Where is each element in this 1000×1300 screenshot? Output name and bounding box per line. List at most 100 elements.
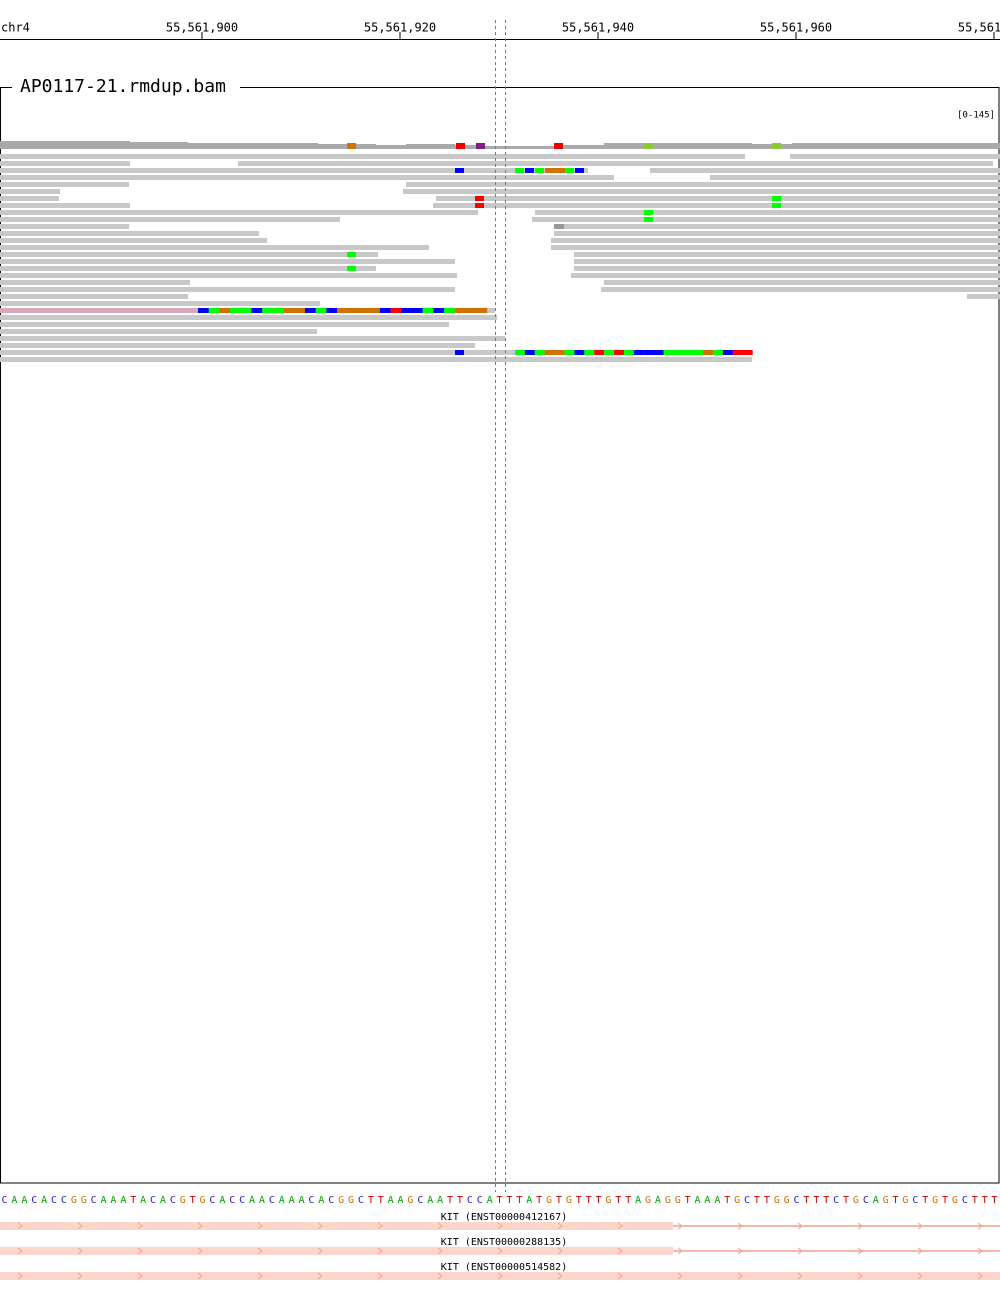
reference-base: T <box>497 1195 503 1206</box>
track-panel <box>0 87 1000 1184</box>
reference-base: C <box>962 1195 968 1206</box>
strand-arrow <box>17 1247 23 1255</box>
track-title-bg <box>12 76 240 98</box>
read <box>0 182 129 187</box>
reference-base: T <box>764 1195 770 1206</box>
read-mismatch <box>230 308 242 313</box>
read-mismatch <box>358 308 370 313</box>
reference-base: A <box>160 1195 166 1206</box>
read <box>0 203 130 208</box>
ruler-tick-label: 55,561,940 <box>562 21 634 35</box>
read <box>0 280 190 285</box>
strand-arrow <box>797 1222 803 1230</box>
read <box>650 168 1000 173</box>
read <box>0 266 376 271</box>
reference-base: A <box>279 1195 285 1206</box>
read-mismatch <box>208 308 220 313</box>
reference-base: T <box>506 1195 512 1206</box>
reference-base: G <box>605 1195 611 1206</box>
read-mismatch <box>476 308 488 313</box>
strand-arrow <box>497 1222 503 1230</box>
ruler-tick-label: 55,561,900 <box>166 21 238 35</box>
reference-base: T <box>685 1195 691 1206</box>
strand-arrow <box>917 1272 923 1280</box>
read <box>601 287 1000 292</box>
reference-base: C <box>2 1195 8 1206</box>
strand-arrow <box>917 1247 923 1255</box>
reference-base: A <box>41 1195 47 1206</box>
read <box>0 245 429 250</box>
read-mismatch <box>251 308 263 313</box>
reference-base: A <box>259 1195 265 1206</box>
reference-base: C <box>358 1195 364 1206</box>
read-mismatch <box>515 168 524 173</box>
reference-base: C <box>863 1195 869 1206</box>
strand-arrow <box>437 1222 443 1230</box>
reference-base: T <box>942 1195 948 1206</box>
read <box>403 189 1000 194</box>
read-mismatch <box>633 350 644 355</box>
reference-base: A <box>318 1195 324 1206</box>
ruler-tick-label: 55,561,980 <box>958 21 1000 35</box>
reference-base: C <box>912 1195 918 1206</box>
strand-arrow <box>17 1222 23 1230</box>
chromosome-label: chr4 <box>1 21 30 35</box>
read-mismatch <box>475 203 484 208</box>
read-mismatch <box>544 350 555 355</box>
reference-base: G <box>883 1195 889 1206</box>
read-mismatch <box>644 217 653 222</box>
reference-base: A <box>120 1195 126 1206</box>
strand-arrow <box>977 1247 983 1255</box>
strand-arrow <box>377 1272 383 1280</box>
coverage <box>455 145 485 149</box>
strand-arrow <box>137 1222 143 1230</box>
read <box>0 315 497 320</box>
reference-base: C <box>417 1195 423 1206</box>
read <box>0 168 588 173</box>
reference-base: A <box>219 1195 225 1206</box>
strand-arrow <box>977 1272 983 1280</box>
reference-base: T <box>378 1195 384 1206</box>
reference-base: C <box>794 1195 800 1206</box>
read <box>0 189 60 194</box>
reference-base: C <box>467 1195 473 1206</box>
reference-base: A <box>873 1195 879 1206</box>
reference-base: T <box>556 1195 562 1206</box>
reference-base: A <box>714 1195 720 1206</box>
reference-base: A <box>249 1195 255 1206</box>
coverage <box>0 141 130 149</box>
strand-arrow <box>317 1272 323 1280</box>
reference-base: T <box>190 1195 196 1206</box>
reference-base: G <box>853 1195 859 1206</box>
reference-base: A <box>11 1195 17 1206</box>
strand-arrow <box>257 1247 263 1255</box>
reference-base: C <box>209 1195 215 1206</box>
reference-base: T <box>596 1195 602 1206</box>
coverage <box>604 143 614 149</box>
reference-base: A <box>398 1195 404 1206</box>
strand-arrow <box>137 1272 143 1280</box>
reference-base: T <box>586 1195 592 1206</box>
read <box>0 301 320 306</box>
coverage <box>376 145 406 149</box>
coverage <box>554 145 604 149</box>
read-mismatch <box>515 350 525 355</box>
read <box>535 210 1000 215</box>
read-mismatch <box>305 308 316 313</box>
read-mismatch <box>643 350 654 355</box>
transcript-label: KIT (ENST00000514582) <box>441 1262 567 1273</box>
strand-arrow <box>557 1272 563 1280</box>
strand-arrow <box>497 1272 503 1280</box>
reference-base: G <box>200 1195 206 1206</box>
reference-base: G <box>338 1195 344 1206</box>
transcript-exon <box>0 1272 1000 1280</box>
read-mismatch <box>454 308 466 313</box>
reference-base: A <box>526 1195 532 1206</box>
strand-arrow <box>617 1272 623 1280</box>
read <box>238 161 993 166</box>
read <box>0 322 449 327</box>
read-mismatch <box>554 224 564 229</box>
reference-base: A <box>289 1195 295 1206</box>
read-mismatch <box>614 350 624 355</box>
